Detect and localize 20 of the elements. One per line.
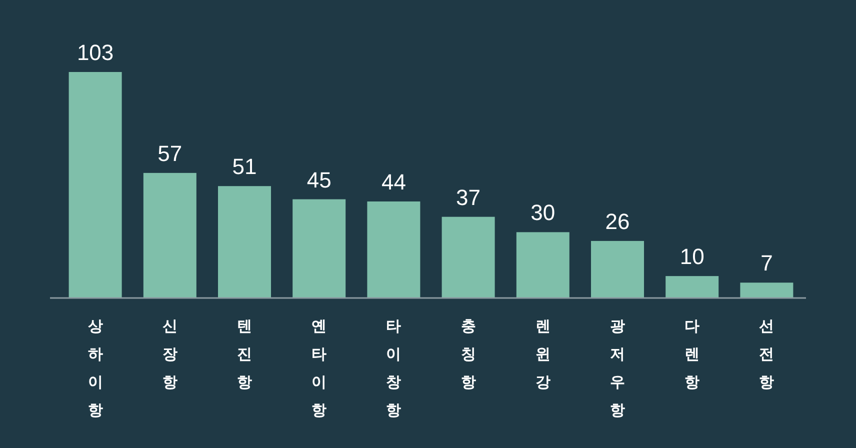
data-label: 7: [760, 250, 773, 276]
data-label: 30: [530, 200, 556, 226]
x-tick-label: 충칭항: [460, 317, 476, 391]
data-label: 103: [76, 40, 114, 65]
data-label: 57: [158, 140, 182, 166]
x-tick-label: 타이창항: [386, 317, 402, 419]
x-tick-label: 상하이항: [88, 317, 103, 419]
data-label: 10: [680, 244, 704, 270]
x-tick-label: 신장항: [162, 317, 178, 391]
data-label: 26: [605, 208, 630, 234]
x-tick-label: 선전항: [759, 317, 774, 391]
x-tick-label: 렌윈강: [535, 317, 550, 391]
x-tick-label: 광저우항: [610, 317, 625, 419]
data-label: 44: [381, 169, 406, 194]
data-label: 37: [456, 184, 481, 210]
x-tick-label: 다렌항: [684, 317, 700, 391]
data-label: 45: [306, 167, 332, 192]
data-label: 51: [232, 154, 257, 180]
x-tick-label: 텐진항: [237, 317, 252, 391]
x-tick-label: 옌타이항: [312, 317, 327, 419]
